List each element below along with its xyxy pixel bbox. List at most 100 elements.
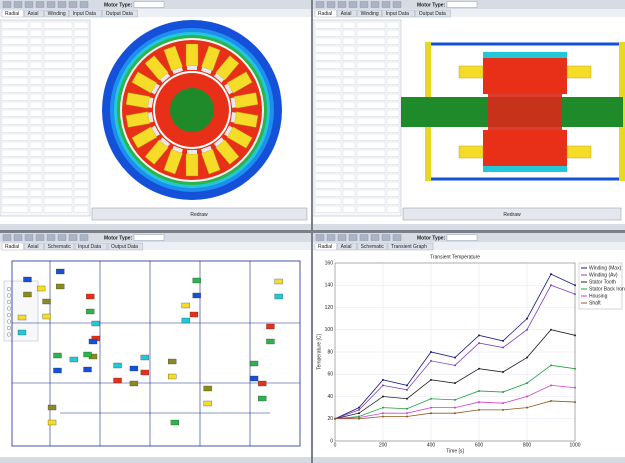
- toolbar-icon[interactable]: [348, 234, 358, 241]
- input-cell[interactable]: [29, 173, 43, 181]
- input-cell[interactable]: [342, 69, 356, 77]
- input-cell[interactable]: [386, 37, 400, 45]
- input-cell[interactable]: [386, 165, 400, 173]
- input-cell[interactable]: [43, 125, 73, 133]
- network-node[interactable]: [23, 276, 32, 283]
- input-cell[interactable]: [1, 189, 29, 197]
- network-node[interactable]: [266, 323, 275, 330]
- tab[interactable]: [24, 9, 44, 18]
- input-cell[interactable]: [1, 109, 29, 117]
- network-node[interactable]: [167, 373, 177, 380]
- tab[interactable]: [387, 242, 434, 251]
- network-node[interactable]: [113, 377, 122, 384]
- input-cell[interactable]: [314, 77, 342, 85]
- input-cell[interactable]: [1, 21, 29, 29]
- network-node[interactable]: [53, 367, 62, 374]
- input-cell[interactable]: [314, 53, 342, 61]
- input-cell[interactable]: [43, 69, 73, 77]
- input-cell[interactable]: [73, 85, 89, 93]
- input-cell[interactable]: [43, 165, 73, 173]
- toolbar-icon[interactable]: [13, 1, 23, 8]
- input-cell[interactable]: [73, 125, 89, 133]
- input-cell[interactable]: [73, 181, 89, 189]
- input-cell[interactable]: [29, 117, 43, 125]
- input-cell[interactable]: [73, 133, 89, 141]
- tab[interactable]: [357, 242, 388, 251]
- input-cell[interactable]: [1, 157, 29, 165]
- input-cell[interactable]: [356, 45, 386, 53]
- network-node[interactable]: [140, 354, 150, 361]
- input-cell[interactable]: [386, 109, 400, 117]
- input-cell[interactable]: [314, 93, 342, 101]
- toolbar-icon[interactable]: [24, 1, 34, 8]
- tab[interactable]: [107, 242, 143, 251]
- input-cell[interactable]: [386, 141, 400, 149]
- input-cell[interactable]: [356, 149, 386, 157]
- input-cell[interactable]: [29, 181, 43, 189]
- input-cell[interactable]: [314, 109, 342, 117]
- input-cell[interactable]: [342, 77, 356, 85]
- tab[interactable]: [415, 9, 451, 18]
- toolbar-icon[interactable]: [337, 234, 347, 241]
- input-cell[interactable]: [314, 37, 342, 45]
- input-cell[interactable]: [43, 157, 73, 165]
- input-cell[interactable]: [342, 29, 356, 37]
- option-radio[interactable]: [6, 306, 11, 311]
- input-cell[interactable]: [314, 61, 342, 69]
- input-cell[interactable]: [29, 189, 43, 197]
- network-node[interactable]: [91, 320, 100, 327]
- input-cell[interactable]: [73, 77, 89, 85]
- tab[interactable]: [24, 242, 44, 251]
- input-cell[interactable]: [73, 157, 89, 165]
- input-cell[interactable]: [29, 21, 43, 29]
- input-cell[interactable]: [43, 117, 73, 125]
- input-cell[interactable]: [43, 29, 73, 37]
- input-cell[interactable]: [342, 53, 356, 61]
- tab[interactable]: [337, 9, 357, 18]
- input-cell[interactable]: [314, 29, 342, 37]
- input-cell[interactable]: [73, 149, 89, 157]
- network-node[interactable]: [42, 298, 51, 305]
- network-node[interactable]: [249, 360, 259, 367]
- input-cell[interactable]: [43, 93, 73, 101]
- input-cell[interactable]: [342, 37, 356, 45]
- input-cell[interactable]: [43, 149, 73, 157]
- input-cell[interactable]: [29, 141, 43, 149]
- input-cell[interactable]: [386, 101, 400, 109]
- motor-type-select[interactable]: [133, 234, 165, 241]
- toolbar-icon[interactable]: [57, 1, 67, 8]
- input-cell[interactable]: [356, 109, 386, 117]
- input-cell[interactable]: [342, 149, 356, 157]
- input-cell[interactable]: [1, 53, 29, 61]
- tab[interactable]: [314, 9, 337, 18]
- input-cell[interactable]: [314, 149, 342, 157]
- input-cell[interactable]: [29, 101, 43, 109]
- toolbar-icon[interactable]: [392, 1, 402, 8]
- tab[interactable]: [102, 9, 138, 18]
- input-cell[interactable]: [314, 69, 342, 77]
- network-node[interactable]: [69, 356, 79, 363]
- input-cell[interactable]: [73, 189, 89, 197]
- input-cell[interactable]: [342, 125, 356, 133]
- input-cell[interactable]: [29, 149, 43, 157]
- input-cell[interactable]: [43, 197, 73, 205]
- network-node[interactable]: [23, 291, 32, 298]
- input-cell[interactable]: [1, 149, 29, 157]
- input-cell[interactable]: [342, 181, 356, 189]
- input-cell[interactable]: [43, 61, 73, 69]
- tab[interactable]: [382, 9, 416, 18]
- toolbar-icon[interactable]: [337, 1, 347, 8]
- input-cell[interactable]: [73, 37, 89, 45]
- input-cell[interactable]: [314, 173, 342, 181]
- input-cell[interactable]: [73, 101, 89, 109]
- input-cell[interactable]: [386, 133, 400, 141]
- input-cell[interactable]: [342, 21, 356, 29]
- input-cell[interactable]: [342, 93, 356, 101]
- input-cell[interactable]: [356, 205, 386, 213]
- network-node[interactable]: [129, 380, 139, 387]
- input-cell[interactable]: [29, 133, 43, 141]
- input-cell[interactable]: [1, 85, 29, 93]
- input-cell[interactable]: [356, 85, 386, 93]
- network-node[interactable]: [129, 365, 139, 372]
- input-cell[interactable]: [73, 69, 89, 77]
